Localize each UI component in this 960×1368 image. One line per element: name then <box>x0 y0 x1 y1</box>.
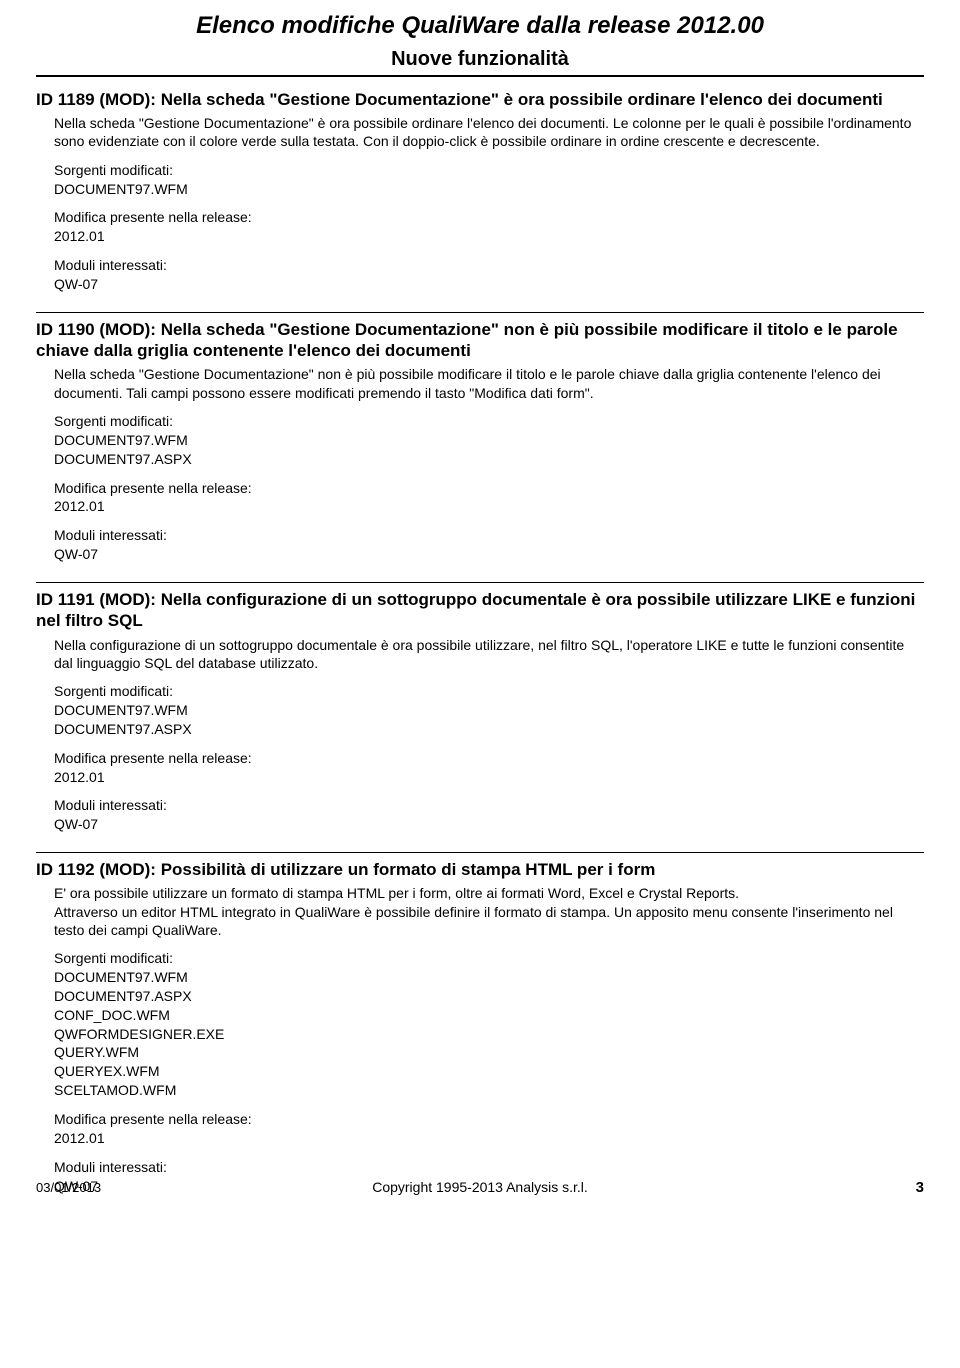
release-value: 2012.01 <box>54 227 924 246</box>
release-label: Modifica presente nella release: <box>54 749 924 768</box>
entry-modules: Moduli interessati:QW-07 <box>54 256 924 294</box>
release-label: Modifica presente nella release: <box>54 208 924 227</box>
entry-sources: Sorgenti modificati:DOCUMENT97.WFMDOCUME… <box>54 949 924 1100</box>
source-file: SCELTAMOD.WFM <box>54 1081 924 1100</box>
modules-label: Moduli interessati: <box>54 256 924 275</box>
entry-title: ID 1189 (MOD): Nella scheda "Gestione Do… <box>36 89 924 110</box>
changelog-entry: ID 1189 (MOD): Nella scheda "Gestione Do… <box>36 83 924 312</box>
entry-description: Nella scheda "Gestione Documentazione" è… <box>54 114 924 150</box>
changelog-entry: ID 1192 (MOD): Possibilità di utilizzare… <box>36 852 924 1214</box>
release-value: 2012.01 <box>54 1129 924 1148</box>
changelog-entry: ID 1190 (MOD): Nella scheda "Gestione Do… <box>36 312 924 582</box>
release-value: 2012.01 <box>54 768 924 787</box>
entry-release: Modifica presente nella release:2012.01 <box>54 749 924 787</box>
changelog-entry: ID 1191 (MOD): Nella configurazione di u… <box>36 582 924 852</box>
source-file: QWFORMDESIGNER.EXE <box>54 1025 924 1044</box>
entry-release: Modifica presente nella release:2012.01 <box>54 1110 924 1148</box>
document-subtitle: Nuove funzionalità <box>36 48 924 77</box>
source-file: QUERY.WFM <box>54 1043 924 1062</box>
entry-description: E' ora possibile utilizzare un formato d… <box>54 884 924 939</box>
entry-release: Modifica presente nella release:2012.01 <box>54 208 924 246</box>
sources-label: Sorgenti modificati: <box>54 682 924 701</box>
module-value: QW-07 <box>54 275 924 294</box>
entry-modules: Moduli interessati:QW-07 <box>54 796 924 834</box>
sources-label: Sorgenti modificati: <box>54 161 924 180</box>
release-label: Modifica presente nella release: <box>54 1110 924 1129</box>
entry-description: Nella scheda "Gestione Documentazione" n… <box>54 365 924 401</box>
entries-container: ID 1189 (MOD): Nella scheda "Gestione Do… <box>36 83 924 1214</box>
document-page: Elenco modifiche QualiWare dalla release… <box>0 12 960 1214</box>
modules-label: Moduli interessati: <box>54 526 924 545</box>
entry-sources: Sorgenti modificati:DOCUMENT97.WFM <box>54 161 924 199</box>
source-file: DOCUMENT97.WFM <box>54 180 924 199</box>
modules-label: Moduli interessati: <box>54 796 924 815</box>
modules-label: Moduli interessati: <box>54 1158 924 1177</box>
entry-title: ID 1190 (MOD): Nella scheda "Gestione Do… <box>36 319 924 362</box>
entry-sources: Sorgenti modificati:DOCUMENT97.WFMDOCUME… <box>54 412 924 469</box>
entry-modules: Moduli interessati:QW-07 <box>54 526 924 564</box>
document-title: Elenco modifiche QualiWare dalla release… <box>36 12 924 40</box>
entry-release: Modifica presente nella release:2012.01 <box>54 479 924 517</box>
sources-label: Sorgenti modificati: <box>54 949 924 968</box>
source-file: DOCUMENT97.WFM <box>54 968 924 987</box>
release-value: 2012.01 <box>54 497 924 516</box>
page-footer: 03/01/2013 Copyright 1995-2013 Analysis … <box>36 1179 924 1196</box>
footer-copyright: Copyright 1995-2013 Analysis s.r.l. <box>36 1179 924 1195</box>
source-file: DOCUMENT97.WFM <box>54 701 924 720</box>
entry-sources: Sorgenti modificati:DOCUMENT97.WFMDOCUME… <box>54 682 924 739</box>
module-value: QW-07 <box>54 815 924 834</box>
sources-label: Sorgenti modificati: <box>54 412 924 431</box>
source-file: DOCUMENT97.ASPX <box>54 450 924 469</box>
entry-title: ID 1192 (MOD): Possibilità di utilizzare… <box>36 859 924 880</box>
source-file: DOCUMENT97.ASPX <box>54 720 924 739</box>
source-file: DOCUMENT97.WFM <box>54 431 924 450</box>
entry-title: ID 1191 (MOD): Nella configurazione di u… <box>36 589 924 632</box>
source-file: QUERYEX.WFM <box>54 1062 924 1081</box>
release-label: Modifica presente nella release: <box>54 479 924 498</box>
module-value: QW-07 <box>54 545 924 564</box>
source-file: DOCUMENT97.ASPX <box>54 987 924 1006</box>
source-file: CONF_DOC.WFM <box>54 1006 924 1025</box>
entry-description: Nella configurazione di un sottogruppo d… <box>54 636 924 672</box>
